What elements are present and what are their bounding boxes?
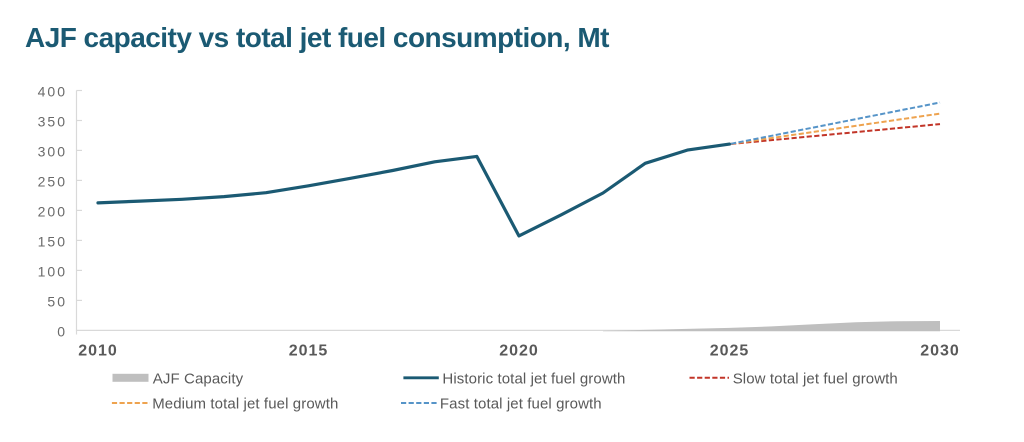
svg-text:AJF capacity vs total jet fuel: AJF capacity vs total jet fuel consumpti… — [25, 22, 609, 53]
svg-text:50: 50 — [47, 293, 67, 309]
svg-text:2020: 2020 — [499, 343, 539, 360]
svg-text:350: 350 — [38, 113, 67, 129]
svg-text:2030: 2030 — [920, 343, 960, 360]
svg-text:2010: 2010 — [78, 343, 118, 360]
svg-text:300: 300 — [38, 143, 67, 159]
svg-text:100: 100 — [38, 263, 67, 279]
svg-text:150: 150 — [38, 233, 67, 249]
svg-text:2025: 2025 — [710, 343, 750, 360]
svg-text:0: 0 — [57, 323, 67, 339]
svg-text:Slow total jet fuel growth: Slow total jet fuel growth — [733, 370, 898, 387]
svg-text:400: 400 — [38, 83, 67, 99]
svg-text:Fast total jet fuel growth: Fast total jet fuel growth — [440, 396, 602, 413]
svg-text:Medium total jet fuel growth: Medium total jet fuel growth — [152, 396, 338, 413]
svg-text:200: 200 — [38, 203, 67, 219]
svg-text:2015: 2015 — [289, 343, 329, 360]
svg-text:AJF Capacity: AJF Capacity — [153, 370, 244, 387]
svg-text:Historic total jet fuel growth: Historic total jet fuel growth — [442, 370, 625, 387]
svg-text:250: 250 — [38, 173, 67, 189]
